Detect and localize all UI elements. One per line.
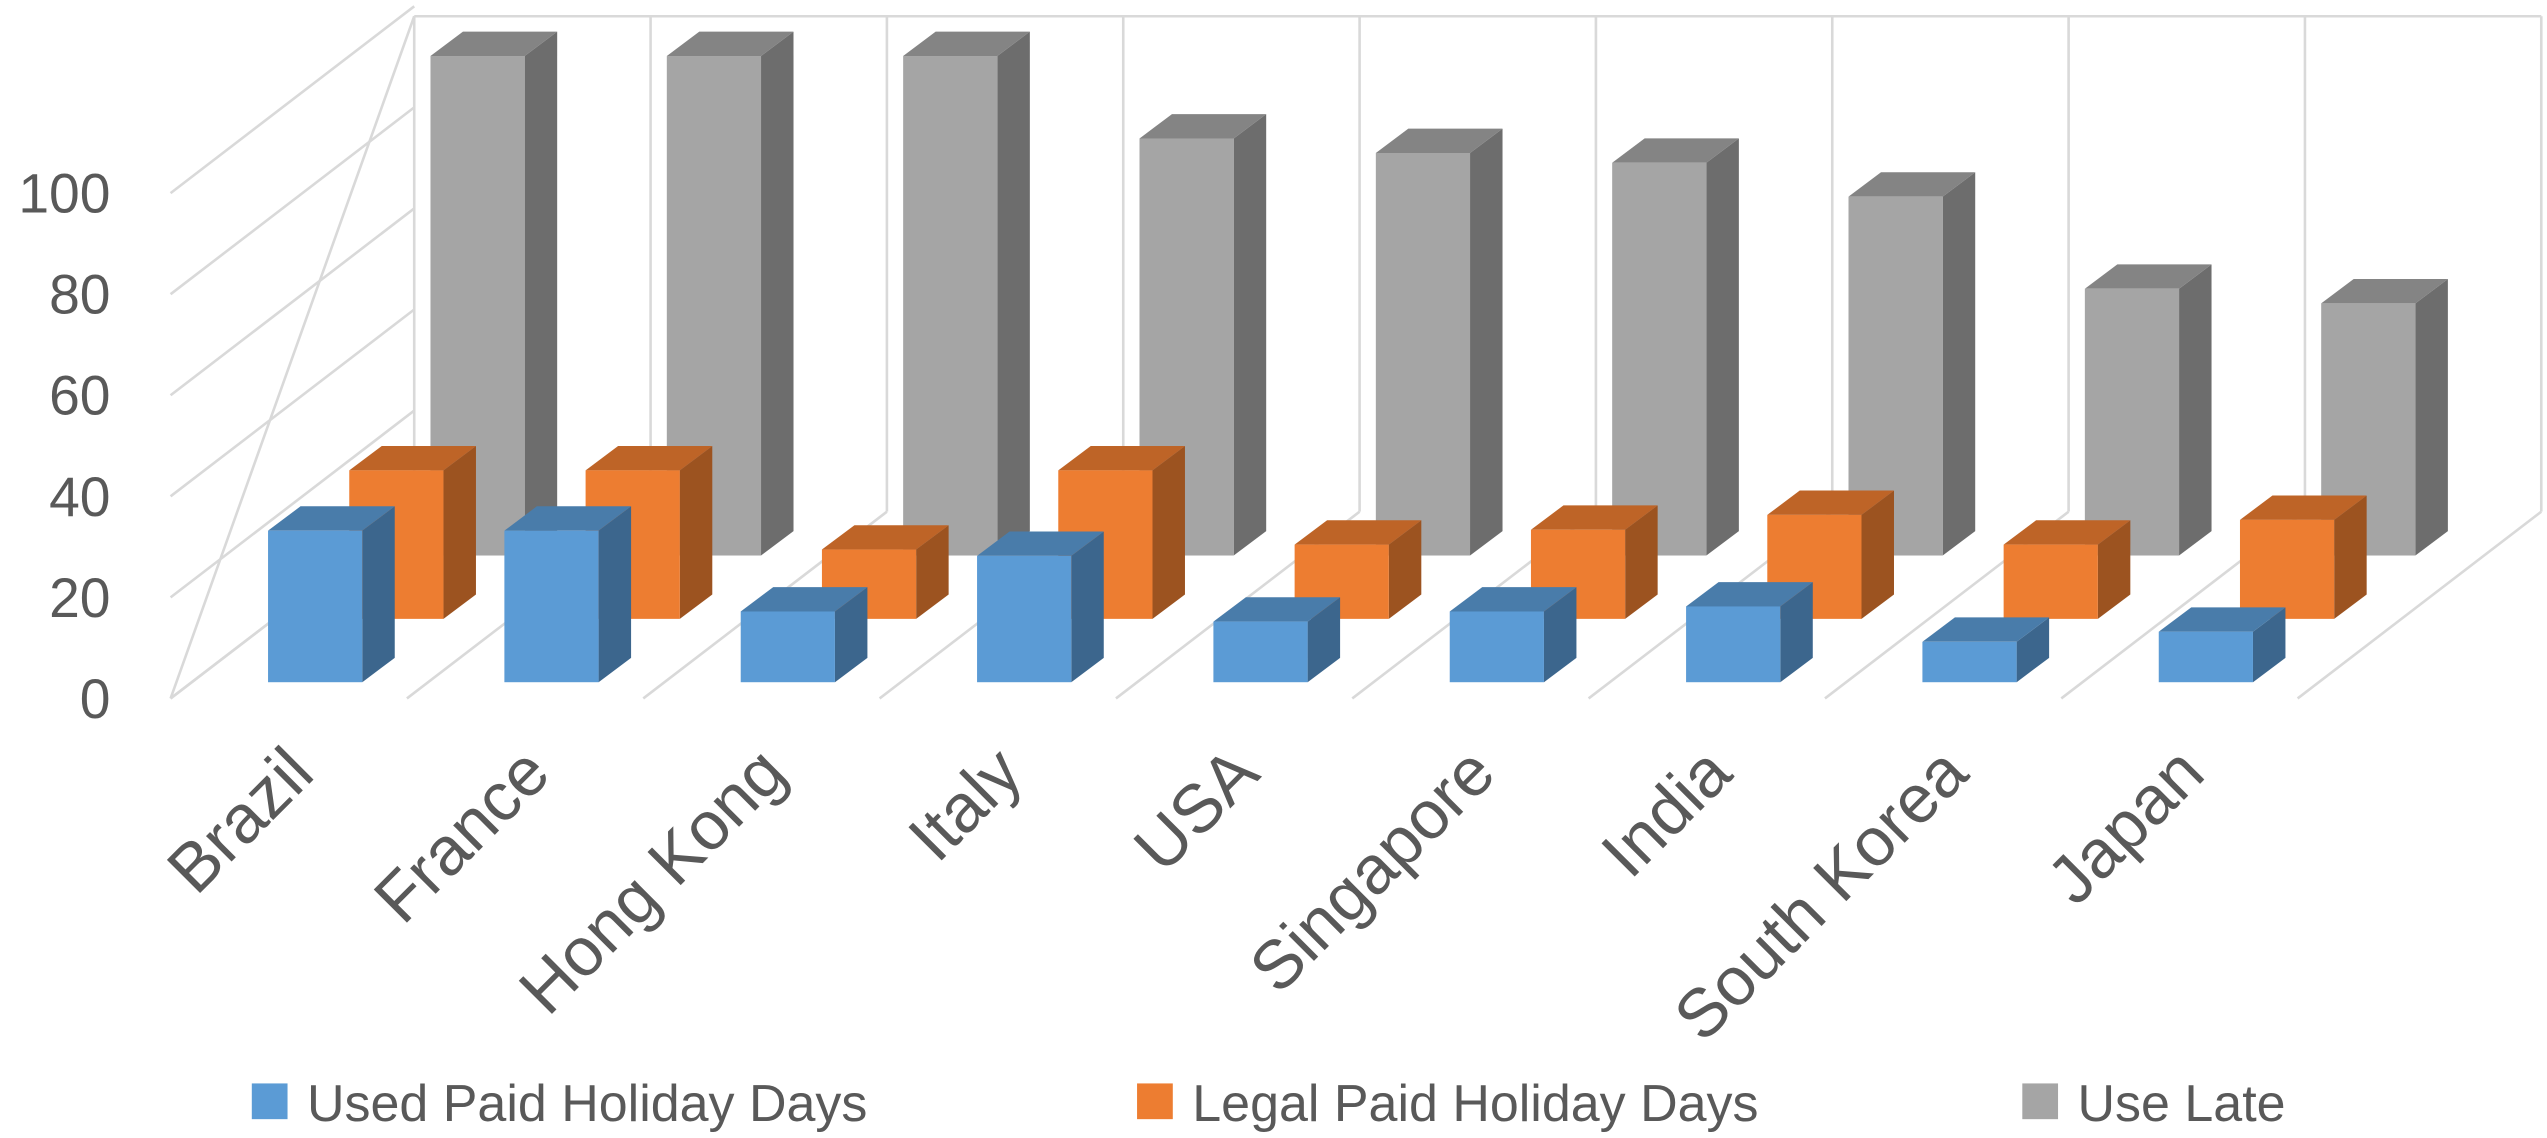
bar-side [1780,582,1813,683]
grid-line [169,5,416,195]
bar-side [1307,597,1341,683]
bar-side [997,31,1030,556]
bar-side [2179,264,2212,556]
bar-top [1530,505,1658,530]
legend-swatch [251,1083,288,1120]
bar [1612,162,1707,556]
bar-side [362,506,395,683]
bar-top [1449,587,1577,612]
bar-side [2016,617,2050,683]
legend-label: Legal Paid Holiday Days [1192,1075,1758,1133]
legend-swatch [1137,1083,1173,1120]
legend-swatch [2022,1083,2059,1120]
bar-top [2239,495,2367,520]
bar-side [524,31,558,556]
bar-top [977,531,1104,556]
x-tick-label: USA [1120,733,1273,886]
y-tick-label: 100 [18,163,110,225]
bar [1922,641,2017,683]
bar-side [2415,278,2448,556]
bar-top [2158,607,2286,632]
bar-side [1071,531,1104,683]
y-tick-label: 0 [80,668,111,730]
bar-top [2003,520,2131,545]
bar-side [2334,495,2367,619]
bar-top [1058,445,1185,471]
bar-side [598,506,632,683]
grid-line [169,308,416,498]
bar-top [666,31,794,57]
bar [1686,606,1781,683]
bar [903,56,998,556]
bar-side [1625,505,1658,619]
bar-top [585,445,713,471]
bar [977,555,1072,683]
bar [2239,519,2335,619]
x-tick-label: Singapore [1235,733,1509,1007]
bar [268,530,363,683]
bar-side [834,587,868,683]
bar-side [1706,138,1739,556]
wall-edge [169,15,416,699]
bar [2158,631,2253,683]
bar-side [916,525,949,619]
bar-side [2252,607,2286,683]
legend-label: Use Late [2078,1075,2286,1133]
bar [740,611,835,683]
bar-top [430,31,558,57]
bar [2084,288,2180,556]
bar [1375,153,1471,556]
bar-side [1543,587,1577,683]
bar-top [740,587,868,612]
grid-line [169,207,416,397]
y-tick-label: 60 [49,365,110,427]
bar-top [1294,520,1422,545]
bar-top [1686,582,1813,607]
bar-side [1861,490,1894,619]
grid-line [169,106,416,296]
x-tick-label: India [1587,733,1745,891]
bar-top [1848,172,1976,197]
bar [1213,621,1308,683]
bar [504,530,599,683]
bar-top [903,31,1030,57]
floor-line [2296,510,2543,700]
bar-side [1470,128,1503,556]
bar-top [1139,114,1267,139]
bar-top [1213,597,1341,622]
bar-top [1767,490,1894,515]
y-tick-label: 80 [49,264,110,326]
bar-top [268,506,395,531]
bar-top [1375,128,1503,154]
y-tick-label: 20 [49,567,110,629]
legend-label: Used Paid Holiday Days [307,1075,867,1133]
bar-top [1922,617,2050,642]
bar [2003,544,2098,619]
y-tick-label: 40 [49,466,110,528]
x-tick-label: France [360,733,564,937]
bar-side [1388,520,1422,619]
grid-line [169,409,416,599]
bar-top [2084,264,2212,289]
bar-side [1152,445,1185,619]
bar-top [504,506,632,531]
bar-top [1612,138,1739,163]
bar-top [349,445,476,471]
x-tick-label: Italy [894,733,1036,875]
x-tick-label: Japan [2033,733,2218,918]
bar-top [821,525,949,550]
bar-side [761,31,794,556]
bar-side [1942,172,1976,556]
bar [1449,611,1544,683]
bar-top [2321,278,2448,304]
bar-side [443,445,476,619]
bar-side [679,445,713,619]
bar-side [2097,520,2131,619]
x-tick-label: Brazil [153,733,327,907]
bar-side [1233,114,1267,556]
